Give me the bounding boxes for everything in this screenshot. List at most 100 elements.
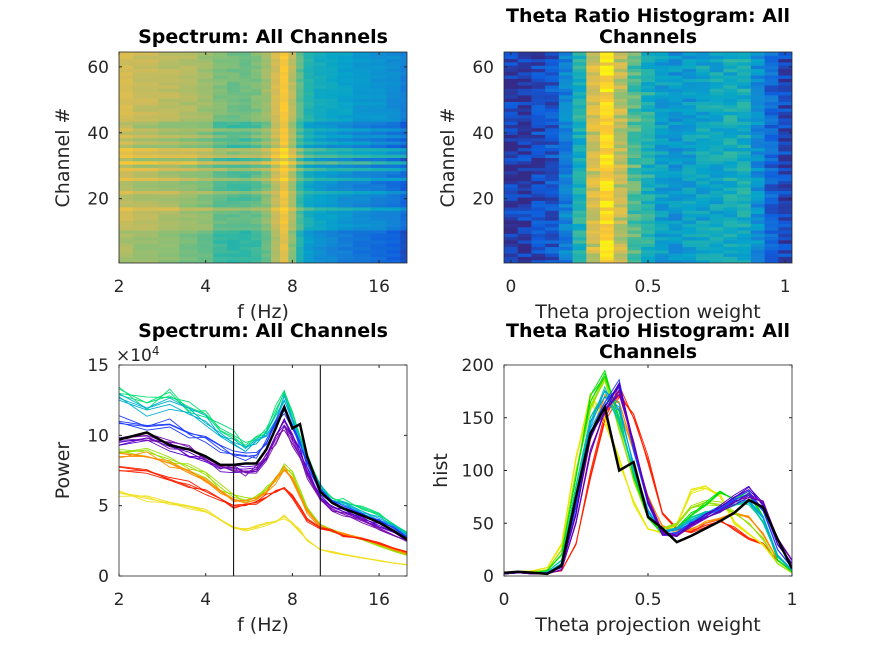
heatmap-cell xyxy=(352,190,372,195)
heatmap-cell xyxy=(313,137,327,142)
heatmap-cell xyxy=(668,94,683,99)
heatmap-cell xyxy=(558,65,574,69)
heatmap-cell xyxy=(504,167,519,172)
heatmap-cell xyxy=(600,200,615,205)
heatmap-cell xyxy=(723,101,738,106)
heatmap-cell xyxy=(239,157,252,162)
heatmap-cell xyxy=(197,173,214,178)
heatmap-cell xyxy=(531,81,546,86)
heatmap-cell xyxy=(613,147,628,152)
heatmap-cell xyxy=(696,193,711,198)
heatmap-cell xyxy=(586,111,601,116)
heatmap-cell xyxy=(641,117,656,122)
heatmap-cell xyxy=(586,253,601,257)
heatmap-cell xyxy=(197,84,214,89)
heatmap-cell xyxy=(545,223,560,228)
heatmap-cell xyxy=(586,226,601,231)
heatmap-cell xyxy=(132,131,159,135)
heatmap-cell xyxy=(641,170,656,175)
heatmap-cell xyxy=(558,101,574,106)
series-line xyxy=(119,389,407,533)
heatmap-cell xyxy=(723,256,738,261)
heatmap-cell xyxy=(723,55,738,60)
heatmap-cell xyxy=(261,52,272,56)
heatmap-cell xyxy=(296,200,305,205)
heatmap-cell xyxy=(261,246,272,251)
heatmap-cell xyxy=(572,111,587,116)
heatmap-cell xyxy=(303,190,315,195)
heatmap-cell xyxy=(386,210,401,215)
heatmap-cell xyxy=(600,141,615,145)
heatmap-cell xyxy=(400,167,407,172)
heatmap-cell xyxy=(572,190,587,195)
heatmap-cell xyxy=(723,193,738,198)
heatmap-cell xyxy=(778,147,792,152)
heatmap-cell xyxy=(227,170,241,175)
heatmap-cell xyxy=(627,127,642,132)
heatmap-cell xyxy=(261,249,272,254)
heatmap-cell xyxy=(572,144,587,149)
heatmap-cell xyxy=(239,154,252,158)
heatmap-cell xyxy=(352,223,372,228)
heatmap-cell xyxy=(261,226,272,231)
heatmap-cell xyxy=(517,160,532,165)
heatmap-cell xyxy=(778,239,792,244)
heatmap-cell xyxy=(370,111,387,116)
heatmap-cell xyxy=(668,239,683,244)
heatmap-cell xyxy=(778,213,792,218)
heatmap-cell xyxy=(737,220,752,224)
heatmap-cell xyxy=(750,91,766,96)
heatmap-cell xyxy=(613,170,628,175)
heatmap-cell xyxy=(668,213,683,218)
heatmap-cell xyxy=(558,58,574,63)
heatmap-cell xyxy=(179,78,198,83)
heatmap-cell xyxy=(296,226,305,231)
heatmap-cell xyxy=(654,193,670,198)
heatmap-cell xyxy=(531,88,546,93)
heatmap-cell xyxy=(723,68,738,73)
heatmap-cell xyxy=(696,111,711,116)
heatmap-cell xyxy=(296,81,305,86)
heatmap-cell xyxy=(682,243,697,248)
heatmap-cell xyxy=(545,127,560,132)
heatmap-cell xyxy=(239,88,252,93)
heatmap-cell xyxy=(213,180,228,185)
heatmap-cell xyxy=(386,236,401,241)
heatmap-cell xyxy=(179,81,198,86)
heatmap-cell xyxy=(313,147,327,152)
y-tick-label: 40 xyxy=(87,124,109,144)
heatmap-cell xyxy=(668,147,683,152)
heatmap-cell xyxy=(600,193,615,198)
heatmap-cell xyxy=(386,91,401,96)
heatmap-cell xyxy=(558,84,574,89)
heatmap-cell xyxy=(654,190,670,195)
heatmap-cell xyxy=(280,88,289,93)
heatmap-cell xyxy=(158,81,180,86)
heatmap-cell xyxy=(504,131,519,135)
heatmap-cell xyxy=(545,117,560,122)
heatmap-cell xyxy=(337,197,354,201)
heatmap-cell xyxy=(261,253,272,257)
heatmap-cell xyxy=(239,150,252,155)
heatmap-cell xyxy=(750,200,766,205)
heatmap-cell xyxy=(558,94,574,99)
heatmap-cell xyxy=(764,144,779,149)
heatmap-cell xyxy=(296,213,305,218)
heatmap-cell xyxy=(572,71,587,76)
heatmap-cell xyxy=(158,88,180,93)
heatmap-cell xyxy=(280,81,289,86)
heatmap-cell xyxy=(531,253,546,257)
x-tick-label: 1 xyxy=(780,277,791,297)
heatmap-cell xyxy=(158,111,180,116)
heatmap-cell xyxy=(400,78,407,83)
heatmap-cell xyxy=(352,71,372,76)
heatmap-cell xyxy=(337,177,354,182)
heatmap-cell xyxy=(326,121,339,126)
heatmap-cell xyxy=(239,55,252,60)
heatmap-cell xyxy=(627,187,642,191)
heatmap-cell xyxy=(271,84,281,89)
heatmap-cell xyxy=(119,84,134,89)
heatmap-cell xyxy=(227,230,241,234)
heatmap-cell xyxy=(271,236,281,241)
heatmap-cell xyxy=(313,197,327,201)
